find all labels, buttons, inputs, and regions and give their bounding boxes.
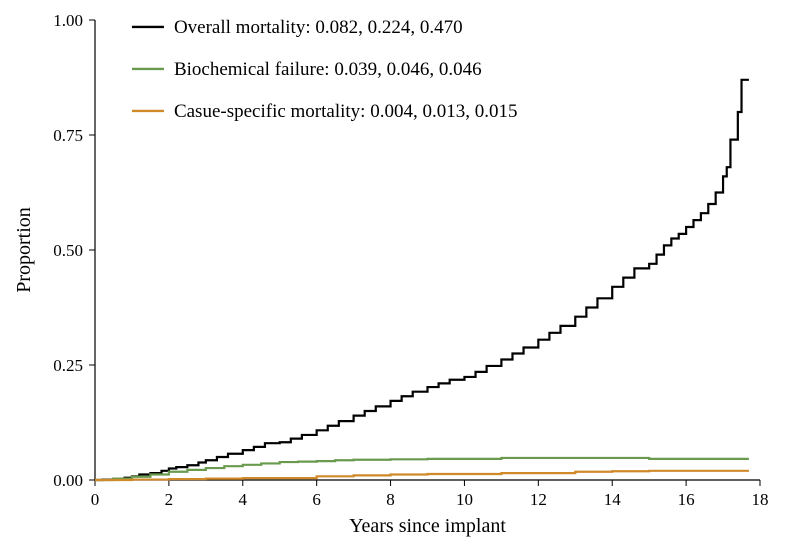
x-tick-label: 12 [530, 490, 547, 509]
x-tick-label: 8 [386, 490, 395, 509]
x-axis-label: Years since implant [349, 515, 506, 537]
y-tick-label: 0.00 [53, 471, 83, 490]
legend-label-biochemical-failure: Biochemical failure: 0.039, 0.046, 0.046 [174, 59, 482, 80]
y-tick-label: 1.00 [53, 11, 83, 30]
x-tick-label: 0 [91, 490, 100, 509]
x-tick-label: 2 [165, 490, 174, 509]
chart-container: 0 2 4 6 8 10 12 14 16 18 0.00 0.25 0.50 0.75 1.00 Years… [0, 0, 787, 548]
cumulative-incidence-chart: 0 2 4 6 8 10 12 14 16 18 0.00 0.25 0.50 0.75 1.00 Years… [0, 0, 787, 548]
x-tick-label: 16 [678, 490, 695, 509]
y-tick-label: 0.25 [53, 356, 83, 375]
y-tick-label: 0.75 [53, 126, 83, 145]
y-axis-label: Proportion [13, 207, 35, 293]
legend-label-cause-specific-mortality: Casue-specific mortality: 0.004, 0.013, … [174, 101, 518, 122]
x-tick-label: 10 [456, 490, 473, 509]
x-tick-label: 6 [312, 490, 321, 509]
x-tick-label: 4 [239, 490, 248, 509]
x-tick-label: 18 [752, 490, 769, 509]
legend-label-overall-mortality: Overall mortality: 0.082, 0.224, 0.470 [174, 17, 463, 38]
x-tick-label: 14 [604, 490, 622, 509]
y-tick-label: 0.50 [53, 241, 83, 260]
